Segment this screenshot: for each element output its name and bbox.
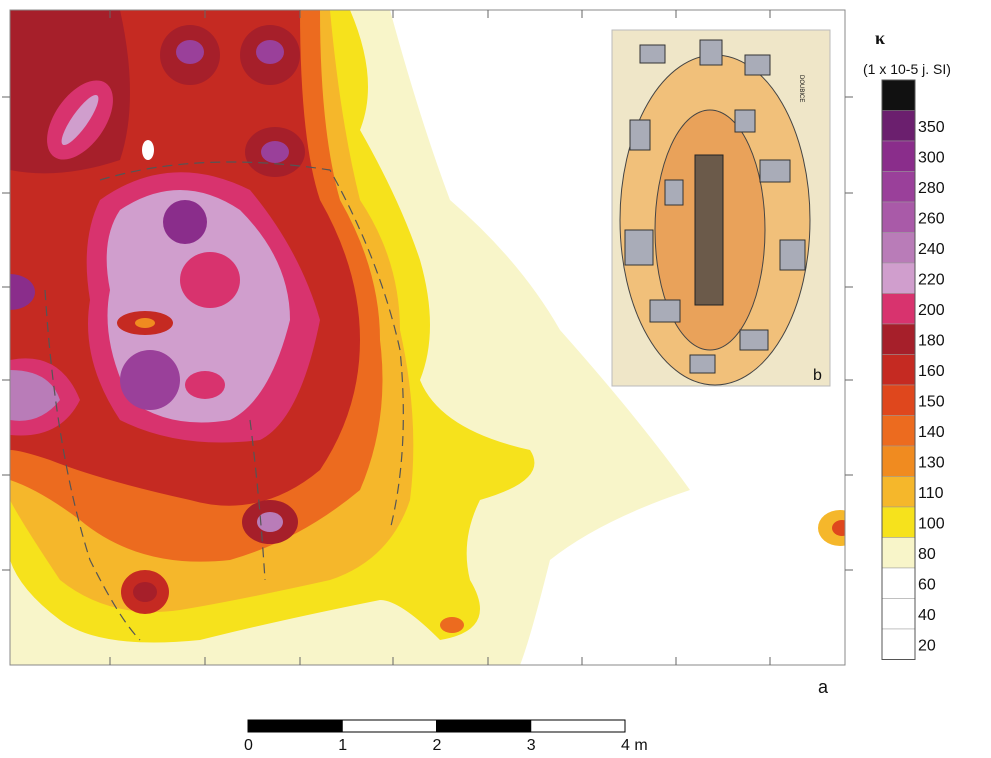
legend-cell bbox=[881, 476, 916, 508]
legend-label: 20 bbox=[918, 637, 936, 654]
legend-label: 240 bbox=[918, 241, 945, 258]
legend-label: 150 bbox=[918, 393, 945, 410]
legend-label: 220 bbox=[918, 271, 945, 288]
legend-label: 300 bbox=[918, 149, 945, 166]
legend-label: 140 bbox=[918, 424, 945, 441]
legend-cell bbox=[882, 80, 915, 111]
legend-cell bbox=[881, 415, 916, 447]
legend-label: 350 bbox=[918, 119, 945, 136]
scale-segment bbox=[530, 719, 626, 733]
legend-symbol: κ bbox=[875, 28, 885, 48]
legend: κ (1 x 10-5 j. SI) 350 300 280 260 240 220 200… bbox=[863, 28, 951, 660]
legend-label: 280 bbox=[918, 180, 945, 197]
legend-cell bbox=[881, 171, 916, 203]
legend-cell bbox=[881, 567, 916, 599]
legend-cell bbox=[881, 140, 916, 172]
legend-unit: (1 x 10-5 j. SI) bbox=[863, 61, 951, 77]
legend-cell bbox=[881, 293, 916, 325]
legend-cell bbox=[881, 323, 916, 355]
legend-label: 160 bbox=[918, 363, 945, 380]
legend-label: 60 bbox=[918, 576, 936, 593]
legend-label: 100 bbox=[918, 515, 945, 532]
contour-map bbox=[2, 9, 853, 666]
legend-cell bbox=[881, 598, 916, 630]
legend-cell bbox=[881, 232, 916, 264]
legend-cell bbox=[881, 628, 916, 660]
scale-segment bbox=[341, 719, 437, 733]
legend-label: 40 bbox=[918, 607, 936, 624]
scale-segment bbox=[436, 719, 532, 733]
inset-image: DOUBICE b bbox=[611, 29, 831, 387]
legend-frame bbox=[881, 79, 916, 660]
legend-label: 130 bbox=[918, 454, 945, 471]
legend-cell bbox=[881, 445, 916, 477]
legend-label: 110 bbox=[918, 485, 944, 502]
legend-cell bbox=[881, 110, 916, 142]
scale-label: 2 bbox=[433, 737, 442, 753]
legend-label: 200 bbox=[918, 302, 945, 319]
legend-cell bbox=[881, 201, 916, 233]
legend-cell bbox=[881, 537, 916, 569]
scale-segment bbox=[247, 719, 343, 733]
legend-label: 180 bbox=[918, 332, 945, 349]
legend-cell bbox=[881, 506, 916, 538]
map-label: a bbox=[818, 677, 829, 697]
legend-label: 80 bbox=[918, 546, 936, 563]
legend-cell bbox=[881, 262, 916, 294]
scale-label: 4 m bbox=[621, 737, 648, 753]
scale-label: 3 bbox=[527, 737, 536, 753]
scale-bar: 0 1 2 3 4 m bbox=[244, 719, 648, 754]
inset-text: DOUBICE bbox=[798, 75, 804, 102]
legend-cell bbox=[881, 384, 916, 416]
legend-label: 260 bbox=[918, 210, 945, 227]
legend-cell bbox=[881, 354, 916, 386]
scale-label: 1 bbox=[338, 737, 347, 753]
inset-label: b bbox=[813, 367, 822, 384]
scale-label: 0 bbox=[244, 737, 253, 753]
